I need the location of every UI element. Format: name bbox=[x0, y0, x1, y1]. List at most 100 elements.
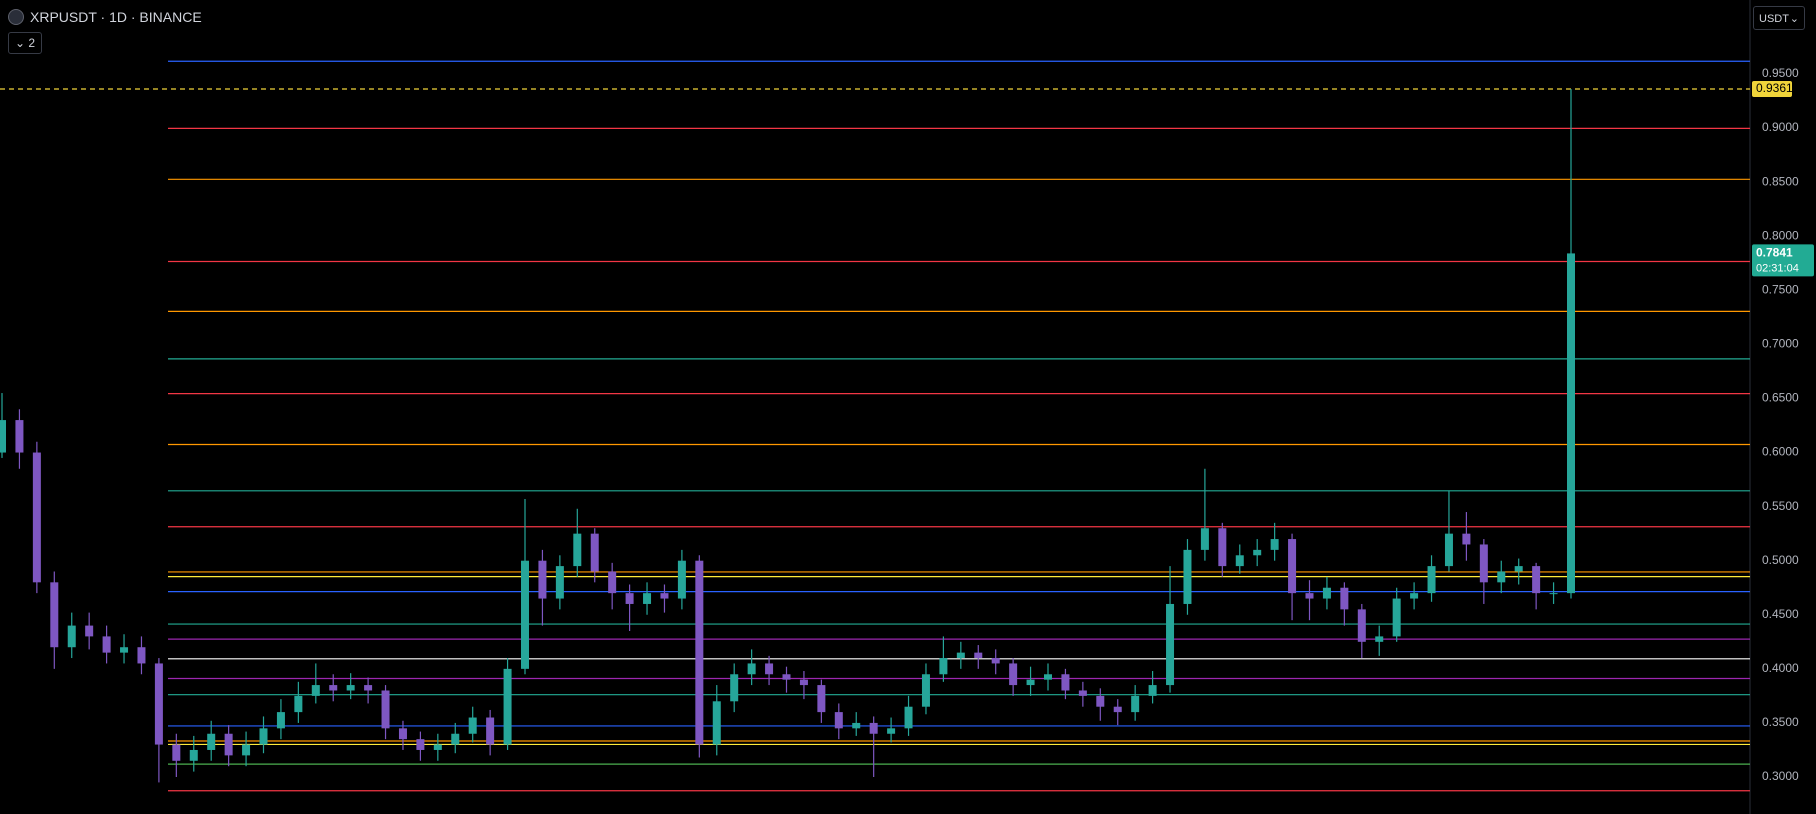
plot-background bbox=[0, 0, 1750, 814]
candle-body bbox=[1375, 636, 1384, 642]
candle-body bbox=[486, 717, 495, 745]
candle-body bbox=[921, 674, 930, 707]
y-tick-label: 0.6000 bbox=[1762, 445, 1799, 459]
candle-body bbox=[1061, 674, 1070, 691]
candle-body bbox=[1200, 528, 1209, 550]
candle-body bbox=[1427, 566, 1436, 594]
candle-body bbox=[154, 663, 163, 745]
candle-body bbox=[834, 712, 843, 729]
candle-body bbox=[799, 679, 808, 686]
candle-body bbox=[50, 582, 59, 648]
candle-body bbox=[974, 652, 983, 659]
candle-body bbox=[538, 560, 547, 599]
candle-body bbox=[939, 658, 948, 675]
candle-body bbox=[1567, 253, 1575, 594]
candle-body bbox=[242, 744, 251, 756]
candle-body bbox=[67, 625, 76, 648]
candle-body bbox=[677, 560, 686, 599]
candle-body bbox=[137, 647, 146, 664]
y-tick-label: 0.8500 bbox=[1762, 174, 1799, 188]
candle-body bbox=[765, 663, 774, 675]
candle-body bbox=[1514, 566, 1523, 572]
chevron: ⌄ bbox=[15, 36, 26, 50]
symbol-header: XRPUSDT · 1D · BINANCE bbox=[8, 9, 202, 25]
candle-body bbox=[625, 593, 634, 604]
candle-body bbox=[1148, 685, 1157, 696]
candle-body bbox=[0, 420, 6, 453]
candle-body bbox=[172, 744, 181, 761]
candle-body bbox=[1009, 663, 1018, 686]
candle-body bbox=[1026, 679, 1035, 686]
candle-body bbox=[1270, 539, 1279, 550]
candle-body bbox=[503, 668, 512, 745]
candle-body bbox=[85, 625, 94, 637]
candle-body bbox=[869, 722, 878, 734]
candle-body bbox=[311, 685, 320, 696]
candle-body bbox=[712, 701, 721, 745]
candle-body bbox=[468, 717, 477, 734]
candle-body bbox=[1253, 549, 1262, 556]
candle-body bbox=[1340, 587, 1349, 610]
candle-body bbox=[294, 695, 303, 713]
candle-body bbox=[451, 733, 460, 745]
candle-body bbox=[695, 560, 704, 745]
candle-body bbox=[1392, 598, 1401, 637]
y-tick-label: 0.4000 bbox=[1762, 661, 1799, 675]
candle-body bbox=[660, 593, 669, 599]
candle-body bbox=[364, 685, 373, 691]
candle-body bbox=[747, 663, 756, 675]
candle-body bbox=[1131, 695, 1140, 713]
candle-body bbox=[1096, 695, 1105, 707]
candle-body bbox=[189, 749, 198, 761]
candle-body bbox=[15, 420, 24, 453]
y-tick-label: 0.5500 bbox=[1762, 499, 1799, 513]
candle-body bbox=[259, 728, 268, 745]
candle-body bbox=[555, 566, 564, 599]
indicator-count: 2 bbox=[28, 36, 36, 50]
candle-body bbox=[904, 706, 913, 729]
candle-body bbox=[991, 658, 1000, 664]
candle-body bbox=[1166, 603, 1175, 686]
candle-body bbox=[730, 674, 739, 702]
currency-select[interactable]: USDT ⌄ bbox=[1753, 6, 1805, 30]
current-price-box bbox=[1752, 244, 1814, 277]
countdown-label: 02:31:04 bbox=[1756, 262, 1799, 274]
candle-body bbox=[1549, 593, 1558, 595]
price-axis bbox=[1750, 0, 1816, 814]
chevron: ⌄ bbox=[1789, 13, 1799, 25]
candle-body bbox=[1183, 549, 1192, 604]
candle-body bbox=[416, 739, 425, 750]
candle-body bbox=[1305, 593, 1314, 599]
candle-body bbox=[276, 712, 285, 729]
y-tick-label: 0.5000 bbox=[1762, 553, 1799, 567]
y-tick-label: 0.8000 bbox=[1762, 228, 1799, 242]
candle-body bbox=[817, 685, 826, 713]
symbol-title: XRPUSDT · 1D · BINANCE bbox=[30, 9, 202, 25]
y-tick-label: 0.3000 bbox=[1762, 769, 1799, 783]
candle-body bbox=[120, 647, 129, 653]
y-tick-label: 0.4500 bbox=[1762, 607, 1799, 621]
candle-body bbox=[608, 571, 617, 594]
currency-label: USDT bbox=[1759, 13, 1789, 25]
candle-body bbox=[1218, 528, 1227, 567]
candle-body bbox=[381, 690, 390, 729]
candle-body bbox=[398, 728, 407, 740]
candle-body bbox=[643, 593, 652, 604]
candle-body bbox=[1322, 587, 1331, 599]
y-tick-label: 0.3500 bbox=[1762, 715, 1799, 729]
y-tick-label: 0.6500 bbox=[1762, 391, 1799, 405]
symbol-icon bbox=[8, 9, 24, 25]
indicator-toggle[interactable]: ⌄ 2 bbox=[8, 32, 43, 54]
candle-body bbox=[329, 685, 338, 691]
candle-body bbox=[32, 452, 41, 583]
candle-body bbox=[1044, 674, 1052, 680]
y-tick-label: 0.7500 bbox=[1762, 282, 1799, 296]
candle-body bbox=[1357, 609, 1366, 642]
candle-body bbox=[590, 533, 599, 572]
candle-body bbox=[102, 636, 111, 653]
candle-body bbox=[1532, 566, 1541, 594]
current-price-label: 0.7841 bbox=[1756, 246, 1793, 260]
candle-body bbox=[852, 722, 861, 729]
